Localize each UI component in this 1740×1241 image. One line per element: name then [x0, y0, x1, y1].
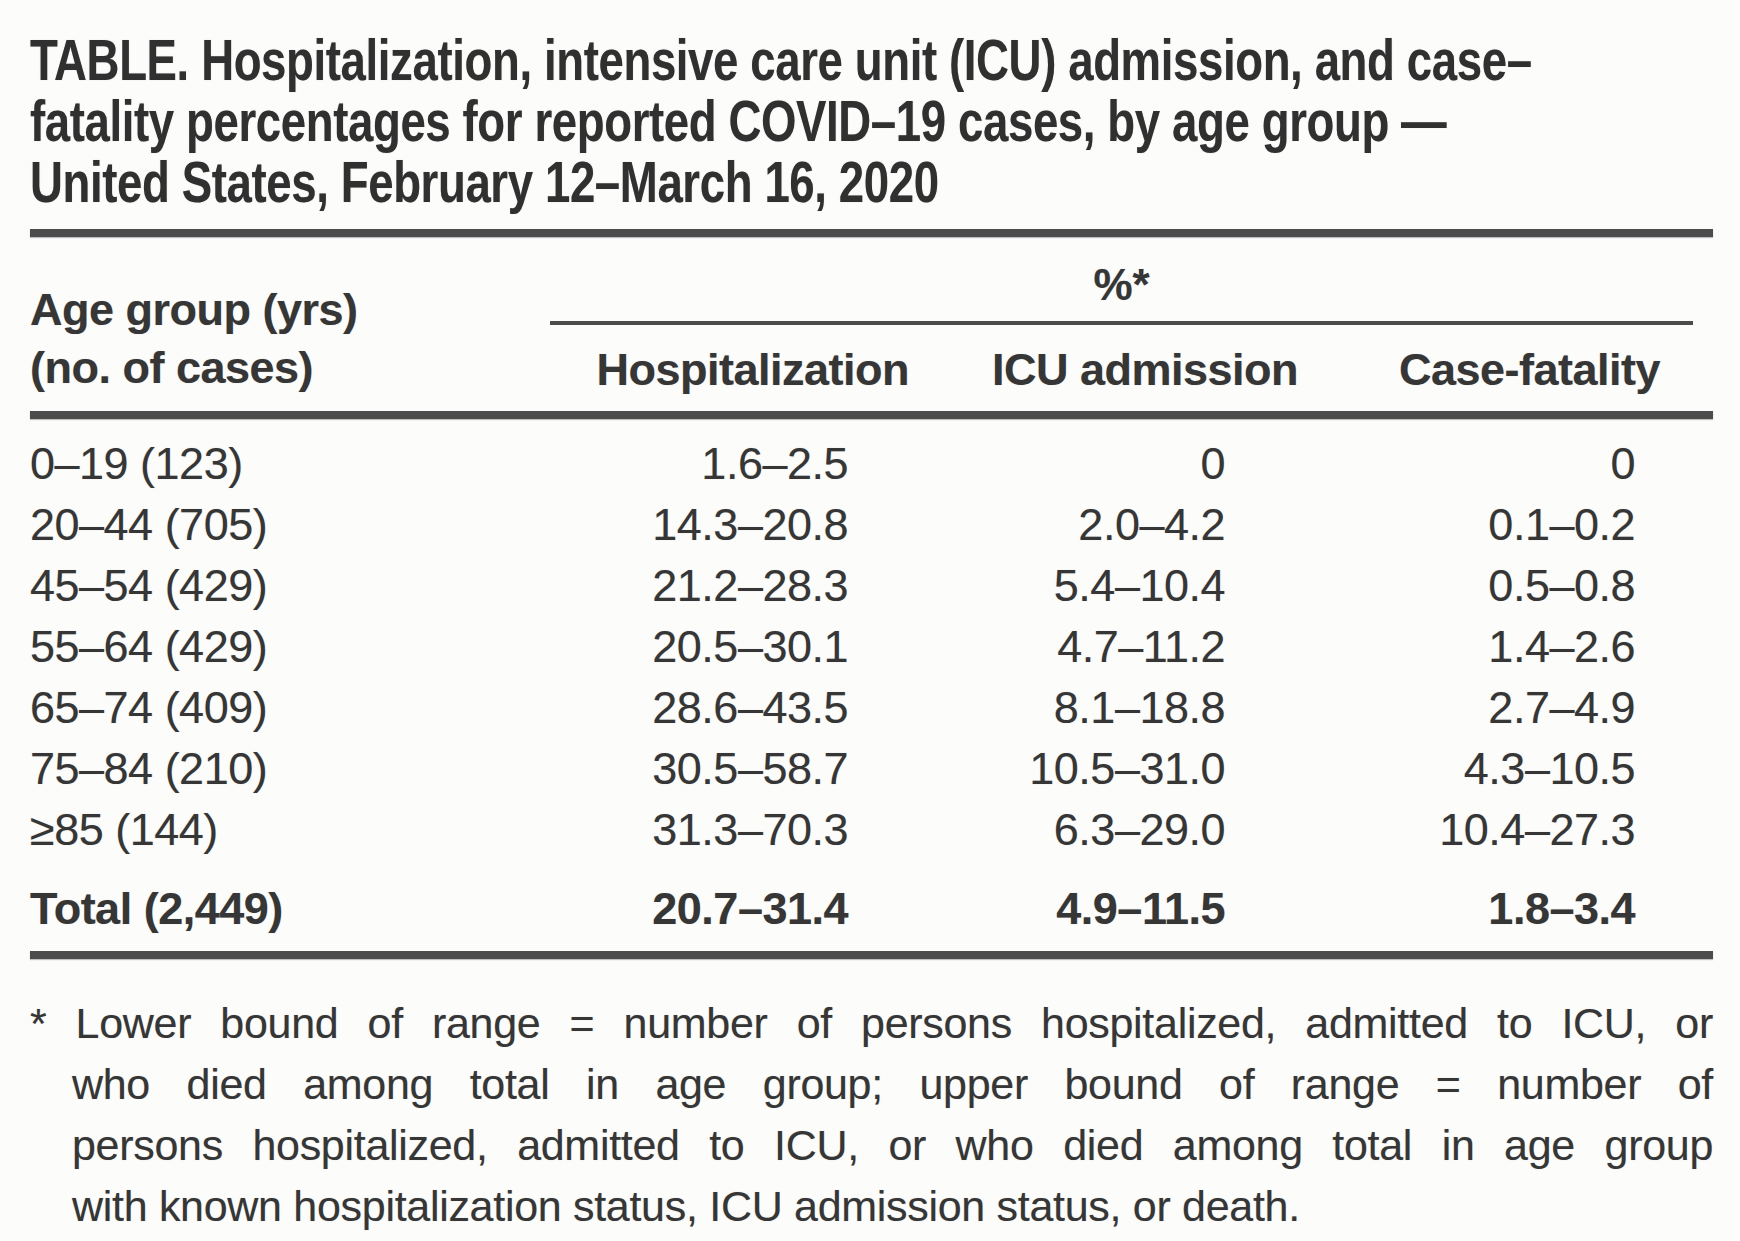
age-group-cell: 0–19 (123) [30, 433, 460, 494]
percent-spanner-rule [550, 321, 1693, 325]
table-title-line-3: United States, February 12–March 16, 202… [30, 152, 1376, 213]
age-group-cell: 65–74 (409) [30, 677, 460, 738]
hospitalization-cell: 31.3–70.3 [460, 799, 913, 860]
table-row: ≥85 (144) 31.3–70.3 6.3–29.0 10.4–27.3 [30, 799, 1713, 860]
hospitalization-cell: 14.3–20.8 [460, 494, 913, 555]
table-row: 0–19 (123) 1.6–2.5 0 0 [30, 433, 1713, 494]
column-header-hospitalization: Hospitalization [460, 343, 913, 397]
column-header-icu-admission: ICU admission [913, 343, 1303, 397]
age-group-header-line-2: (no. of cases) [30, 339, 460, 397]
icu-admission-cell: 5.4–10.4 [913, 555, 1303, 616]
case-fatality-cell: 0.1–0.2 [1303, 494, 1713, 555]
footnote-line-3: persons hospitalized, admitted to ICU, o… [30, 1115, 1713, 1176]
age-group-cell: 55–64 (429) [30, 616, 460, 677]
icu-admission-cell: 6.3–29.0 [913, 799, 1303, 860]
table-header: Age group (yrs) (no. of cases) %* Hospit… [30, 249, 1713, 397]
column-headers-row: Hospitalization ICU admission Case-fatal… [460, 343, 1713, 397]
page: TABLE. Hospitalization, intensive care u… [0, 0, 1740, 1237]
icu-admission-cell: 2.0–4.2 [913, 494, 1303, 555]
table-total-row: Total (2,449) 20.7–31.4 4.9–11.5 1.8–3.4 [30, 878, 1713, 939]
age-group-cell: ≥85 (144) [30, 799, 460, 860]
icu-admission-cell: 10.5–31.0 [913, 738, 1303, 799]
case-fatality-cell: 2.7–4.9 [1303, 677, 1713, 738]
icu-admission-cell: 0 [913, 433, 1303, 494]
footnote-line-2: who died among total in age group; upper… [30, 1054, 1713, 1115]
table-row: 45–54 (429) 21.2–28.3 5.4–10.4 0.5–0.8 [30, 555, 1713, 616]
table-row: 65–74 (409) 28.6–43.5 8.1–18.8 2.7–4.9 [30, 677, 1713, 738]
total-case-fatality-cell: 1.8–3.4 [1303, 878, 1713, 939]
age-group-cell: 45–54 (429) [30, 555, 460, 616]
case-fatality-cell: 4.3–10.5 [1303, 738, 1713, 799]
column-header-case-fatality: Case-fatality [1303, 343, 1713, 397]
table-title-line-1: TABLE. Hospitalization, intensive care u… [30, 30, 1376, 91]
table-title: TABLE. Hospitalization, intensive care u… [30, 30, 1713, 213]
table-row: 75–84 (210) 30.5–58.7 10.5–31.0 4.3–10.5 [30, 738, 1713, 799]
icu-admission-cell: 4.7–11.2 [913, 616, 1303, 677]
age-group-column-header: Age group (yrs) (no. of cases) [30, 281, 460, 397]
icu-admission-cell: 8.1–18.8 [913, 677, 1303, 738]
header-rule [30, 411, 1713, 419]
table-row: 20–44 (705) 14.3–20.8 2.0–4.2 0.1–0.2 [30, 494, 1713, 555]
total-hospitalization-cell: 20.7–31.4 [460, 878, 913, 939]
case-fatality-cell: 1.4–2.6 [1303, 616, 1713, 677]
table-body: 0–19 (123) 1.6–2.5 0 0 20–44 (705) 14.3–… [30, 433, 1713, 939]
total-icu-admission-cell: 4.9–11.5 [913, 878, 1303, 939]
age-group-header-line-1: Age group (yrs) [30, 281, 460, 339]
age-group-cell: 20–44 (705) [30, 494, 460, 555]
hospitalization-cell: 1.6–2.5 [460, 433, 913, 494]
hospitalization-cell: 30.5–58.7 [460, 738, 913, 799]
hospitalization-cell: 21.2–28.3 [460, 555, 913, 616]
percent-spanner-header: %* [550, 259, 1693, 311]
hospitalization-cell: 20.5–30.1 [460, 616, 913, 677]
bottom-rule [30, 951, 1713, 959]
total-age-group-cell: Total (2,449) [30, 878, 460, 939]
case-fatality-cell: 0 [1303, 433, 1713, 494]
table-title-line-2: fatality percentages for reported COVID–… [30, 91, 1376, 152]
percent-header-group: %* Hospitalization ICU admission Case-fa… [460, 249, 1713, 397]
case-fatality-cell: 0.5–0.8 [1303, 555, 1713, 616]
table-row: 55–64 (429) 20.5–30.1 4.7–11.2 1.4–2.6 [30, 616, 1713, 677]
hospitalization-cell: 28.6–43.5 [460, 677, 913, 738]
case-fatality-cell: 10.4–27.3 [1303, 799, 1713, 860]
top-rule [30, 229, 1713, 237]
footnote-line-1: * Lower bound of range = number of perso… [30, 993, 1713, 1054]
footnote: * Lower bound of range = number of perso… [30, 993, 1713, 1237]
footnote-line-4: with known hospitalization status, ICU a… [30, 1176, 1713, 1237]
age-group-cell: 75–84 (210) [30, 738, 460, 799]
